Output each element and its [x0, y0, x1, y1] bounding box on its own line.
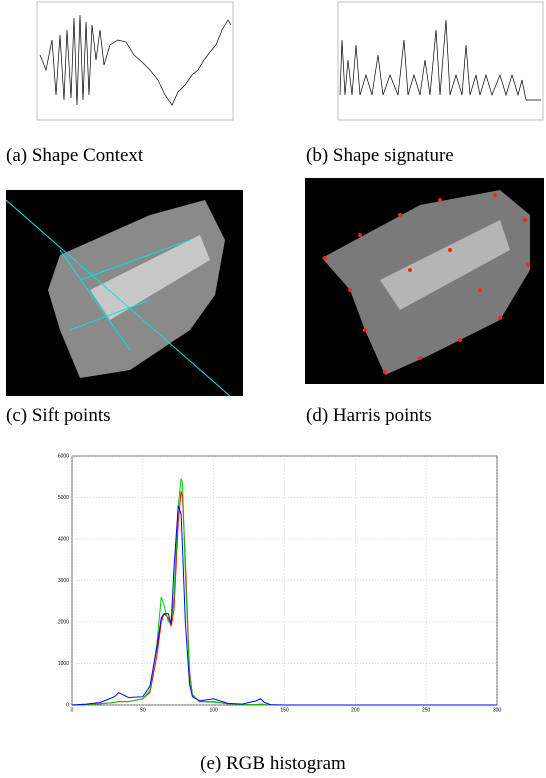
y-tick-label: 3000 — [58, 578, 69, 584]
shape-signature-plot — [338, 2, 543, 120]
x-tick-label: 300 — [493, 707, 502, 713]
x-tick-label: 250 — [422, 707, 431, 713]
caption: (a) Shape Context — [6, 145, 144, 166]
histogram: 0 1000 2000 3000 4000 5000 6000 0 50 100 150 200 250… — [58, 453, 502, 713]
x-tick-label: 50 — [140, 707, 146, 713]
y-tick-label: 6000 — [58, 453, 69, 459]
sift-image — [6, 190, 243, 396]
harris-image — [305, 178, 544, 384]
y-tick-label: 2000 — [58, 619, 69, 625]
shape-context-plot — [37, 2, 233, 120]
x-tick-label: 100 — [209, 707, 218, 713]
x-tick-label: 150 — [280, 707, 289, 713]
x-tick-label: 200 — [351, 707, 360, 713]
caption: (e) RGB histogram — [200, 753, 346, 774]
caption: (c) Sift points — [6, 405, 111, 426]
caption: (b) Shape signature — [306, 145, 454, 166]
figure: (a) Shape Context (b) Shape signature (c… — [0, 0, 546, 778]
caption: (d) Harris points — [306, 405, 432, 426]
y-tick-label: 4000 — [58, 536, 69, 542]
y-tick-label: 1000 — [58, 661, 69, 667]
y-tick-label: 5000 — [58, 495, 69, 501]
y-tick-label: 0 — [66, 702, 69, 708]
x-tick-label: 0 — [71, 707, 74, 713]
